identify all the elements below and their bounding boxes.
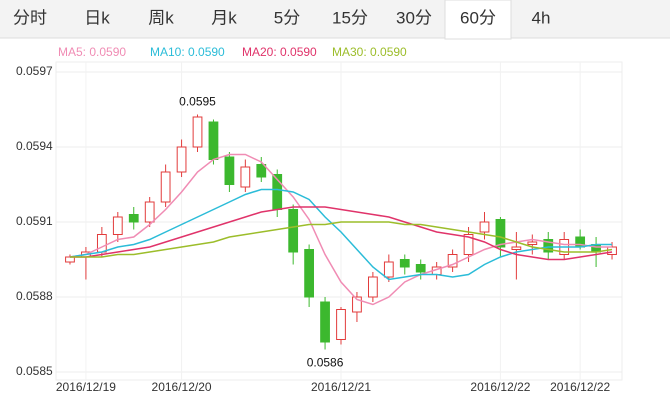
tab[interactable]: 分时 (13, 8, 47, 27)
tab[interactable]: 日k (84, 8, 110, 27)
candle-body (383, 261, 394, 278)
legend-entry: MA5: 0.0590 (58, 45, 126, 59)
candle-body (96, 234, 107, 253)
tab[interactable]: 5分 (274, 8, 300, 27)
candle-body (320, 301, 330, 343)
x-tick-label: 2016/12/21 (311, 380, 371, 394)
x-tick-label: 2016/12/19 (56, 380, 116, 394)
ma-line (69, 221, 613, 258)
ma-line (69, 188, 613, 281)
tab[interactable]: 月k (211, 8, 237, 27)
x-tick-label: 2016/12/22 (550, 380, 610, 394)
ma-line (69, 153, 613, 306)
tab[interactable]: 4h (532, 8, 551, 27)
max-label: 0.0595 (179, 95, 216, 109)
candle-body (144, 201, 155, 223)
candle-body (208, 121, 219, 160)
candle-body (495, 219, 506, 248)
y-tick-label: 0.0594 (16, 139, 53, 153)
candle-body (607, 246, 617, 255)
min-label: 0.0586 (307, 356, 344, 370)
candle-body (463, 234, 474, 255)
y-tick-label: 0.0591 (16, 214, 53, 228)
candle-body (352, 296, 362, 313)
x-tick-label: 2016/12/20 (152, 380, 212, 394)
candle-body (399, 259, 410, 268)
active-tab-bg (444, 0, 512, 40)
candle-body (527, 241, 538, 245)
candle-body (304, 249, 314, 298)
candle-body (256, 164, 267, 178)
ma-line (69, 206, 613, 261)
candle-body (415, 264, 426, 273)
plot-frame (55, 61, 623, 381)
y-tick-label: 0.0597 (16, 64, 53, 78)
tab[interactable]: 60分 (460, 8, 496, 27)
tab[interactable]: 30分 (396, 8, 432, 27)
candle-body (288, 209, 299, 253)
candle-body (240, 166, 251, 188)
candle-body (160, 171, 171, 203)
candle-body (447, 254, 458, 268)
tab[interactable]: 周k (148, 8, 174, 27)
candle-body (224, 156, 235, 185)
candle-body (479, 221, 490, 233)
tab[interactable]: 15分 (332, 8, 368, 27)
x-tick-label: 2016/12/22 (470, 380, 530, 394)
candle-body (192, 116, 203, 148)
candle-body (112, 216, 123, 235)
legend-entry: MA20: 0.0590 (242, 45, 317, 59)
candle-body (336, 309, 346, 340)
candle-body (543, 239, 554, 253)
candle-body (128, 214, 139, 223)
y-tick-label: 0.0585 (16, 364, 53, 378)
y-tick-label: 0.0588 (16, 289, 53, 303)
legend-entry: MA10: 0.0590 (150, 45, 225, 59)
tab-bar (0, 0, 670, 38)
candle-body (368, 276, 378, 298)
candle-body (511, 246, 522, 250)
legend-entry: MA30: 0.0590 (332, 45, 407, 59)
candle-body (176, 146, 187, 173)
